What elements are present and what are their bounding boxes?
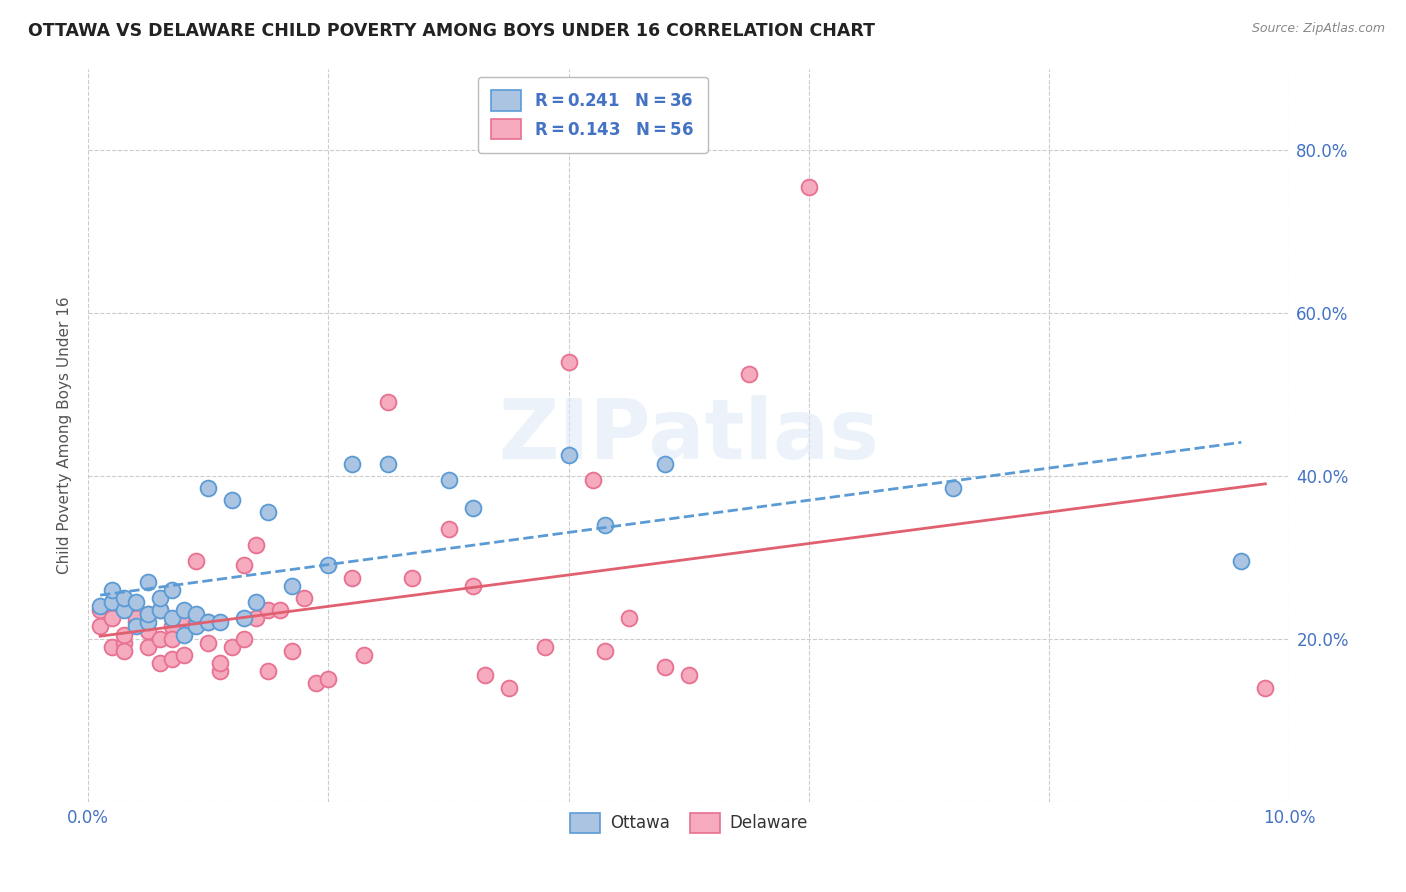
- Point: [89, 599, 111, 613]
- Point: [318, 673, 340, 687]
- Point: [162, 619, 184, 633]
- Point: [233, 632, 256, 646]
- Point: [498, 681, 520, 695]
- Point: [654, 660, 676, 674]
- Point: [617, 611, 640, 625]
- Point: [654, 457, 676, 471]
- Point: [233, 558, 256, 573]
- Point: [101, 640, 124, 654]
- Point: [233, 611, 256, 625]
- Point: [342, 571, 364, 585]
- Point: [257, 603, 280, 617]
- Point: [221, 493, 243, 508]
- Point: [186, 607, 208, 622]
- Point: [557, 355, 579, 369]
- Point: [461, 501, 484, 516]
- Point: [197, 615, 219, 630]
- Point: [89, 619, 111, 633]
- Point: [221, 640, 243, 654]
- Point: [209, 665, 232, 679]
- Point: [112, 636, 135, 650]
- Point: [89, 603, 111, 617]
- Point: [162, 582, 184, 597]
- Point: [186, 615, 208, 630]
- Point: [149, 632, 172, 646]
- Point: [136, 574, 159, 589]
- Point: [186, 554, 208, 568]
- Point: [125, 595, 148, 609]
- Point: [173, 648, 195, 662]
- Point: [461, 579, 484, 593]
- Point: [173, 611, 195, 625]
- Legend: Ottawa, Delaware: Ottawa, Delaware: [558, 801, 820, 845]
- Point: [101, 611, 124, 625]
- Point: [149, 603, 172, 617]
- Point: [318, 558, 340, 573]
- Point: [101, 582, 124, 597]
- Point: [136, 615, 159, 630]
- Point: [101, 595, 124, 609]
- Point: [292, 591, 315, 605]
- Text: Source: ZipAtlas.com: Source: ZipAtlas.com: [1251, 22, 1385, 36]
- Point: [125, 611, 148, 625]
- Point: [1230, 554, 1253, 568]
- Point: [162, 611, 184, 625]
- Point: [112, 591, 135, 605]
- Point: [197, 615, 219, 630]
- Point: [162, 632, 184, 646]
- Point: [136, 607, 159, 622]
- Point: [942, 481, 965, 495]
- Point: [245, 595, 267, 609]
- Point: [209, 656, 232, 670]
- Point: [209, 615, 232, 630]
- Point: [149, 603, 172, 617]
- Point: [582, 473, 605, 487]
- Point: [401, 571, 423, 585]
- Point: [136, 624, 159, 638]
- Point: [257, 505, 280, 519]
- Point: [136, 607, 159, 622]
- Point: [245, 538, 267, 552]
- Text: OTTAWA VS DELAWARE CHILD POVERTY AMONG BOYS UNDER 16 CORRELATION CHART: OTTAWA VS DELAWARE CHILD POVERTY AMONG B…: [28, 22, 875, 40]
- Point: [353, 648, 375, 662]
- Point: [593, 517, 616, 532]
- Y-axis label: Child Poverty Among Boys Under 16: Child Poverty Among Boys Under 16: [58, 296, 72, 574]
- Point: [125, 615, 148, 630]
- Point: [377, 457, 399, 471]
- Point: [112, 644, 135, 658]
- Point: [474, 668, 496, 682]
- Point: [269, 603, 291, 617]
- Point: [257, 665, 280, 679]
- Point: [149, 656, 172, 670]
- Point: [281, 579, 304, 593]
- Point: [557, 449, 579, 463]
- Point: [533, 640, 555, 654]
- Point: [197, 481, 219, 495]
- Text: ZIPatlas: ZIPatlas: [498, 394, 879, 475]
- Point: [149, 591, 172, 605]
- Point: [377, 395, 399, 409]
- Point: [305, 676, 328, 690]
- Point: [112, 627, 135, 641]
- Point: [197, 636, 219, 650]
- Point: [342, 457, 364, 471]
- Point: [281, 644, 304, 658]
- Point: [593, 644, 616, 658]
- Point: [136, 640, 159, 654]
- Point: [173, 627, 195, 641]
- Point: [186, 619, 208, 633]
- Point: [125, 619, 148, 633]
- Point: [797, 179, 820, 194]
- Point: [245, 611, 267, 625]
- Point: [112, 603, 135, 617]
- Point: [1254, 681, 1277, 695]
- Point: [173, 603, 195, 617]
- Point: [738, 367, 761, 381]
- Point: [162, 652, 184, 666]
- Point: [437, 473, 460, 487]
- Point: [437, 522, 460, 536]
- Point: [678, 668, 700, 682]
